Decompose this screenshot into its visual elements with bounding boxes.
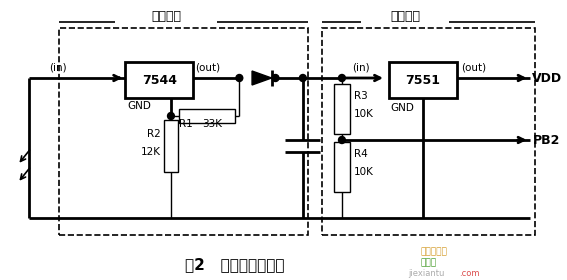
Text: .com: .com (459, 269, 480, 277)
Text: GND: GND (391, 103, 414, 113)
Circle shape (167, 113, 175, 120)
Text: 稳压电路: 稳压电路 (391, 10, 420, 22)
Circle shape (338, 137, 345, 144)
Text: R1: R1 (179, 119, 193, 129)
Text: R2: R2 (147, 129, 161, 139)
Text: 7551: 7551 (405, 74, 441, 87)
Text: 图2   定压、稳压电路: 图2 定压、稳压电路 (185, 258, 284, 272)
Text: VDD: VDD (532, 71, 562, 85)
Bar (179, 109, 235, 123)
Text: jiexiantu: jiexiantu (408, 269, 445, 277)
Bar (389, 62, 457, 98)
Text: 捷线图: 捷线图 (420, 258, 436, 267)
Text: 电子发烧友: 电子发烧友 (420, 248, 447, 256)
Text: 定压电路: 定压电路 (151, 10, 181, 22)
Text: (out): (out) (461, 62, 486, 72)
Text: 12K: 12K (141, 147, 161, 157)
Text: R3: R3 (354, 91, 367, 101)
Circle shape (338, 74, 345, 81)
Bar (58, 28, 308, 235)
Text: R4: R4 (354, 149, 367, 159)
Text: (in): (in) (49, 62, 66, 72)
Text: (in): (in) (352, 62, 369, 72)
Text: 7544: 7544 (142, 74, 177, 87)
Text: (out): (out) (196, 62, 221, 72)
Text: PB2: PB2 (532, 134, 560, 146)
Circle shape (236, 74, 243, 81)
Bar (334, 142, 350, 192)
Text: 10K: 10K (354, 167, 374, 177)
Polygon shape (252, 71, 272, 85)
Text: 33K: 33K (202, 119, 222, 129)
Bar (164, 120, 178, 172)
Text: GND: GND (127, 101, 151, 111)
Bar (125, 62, 193, 98)
Circle shape (299, 74, 306, 81)
Text: 10K: 10K (354, 109, 374, 119)
Bar (334, 84, 350, 134)
Circle shape (272, 74, 279, 81)
Bar (323, 28, 535, 235)
